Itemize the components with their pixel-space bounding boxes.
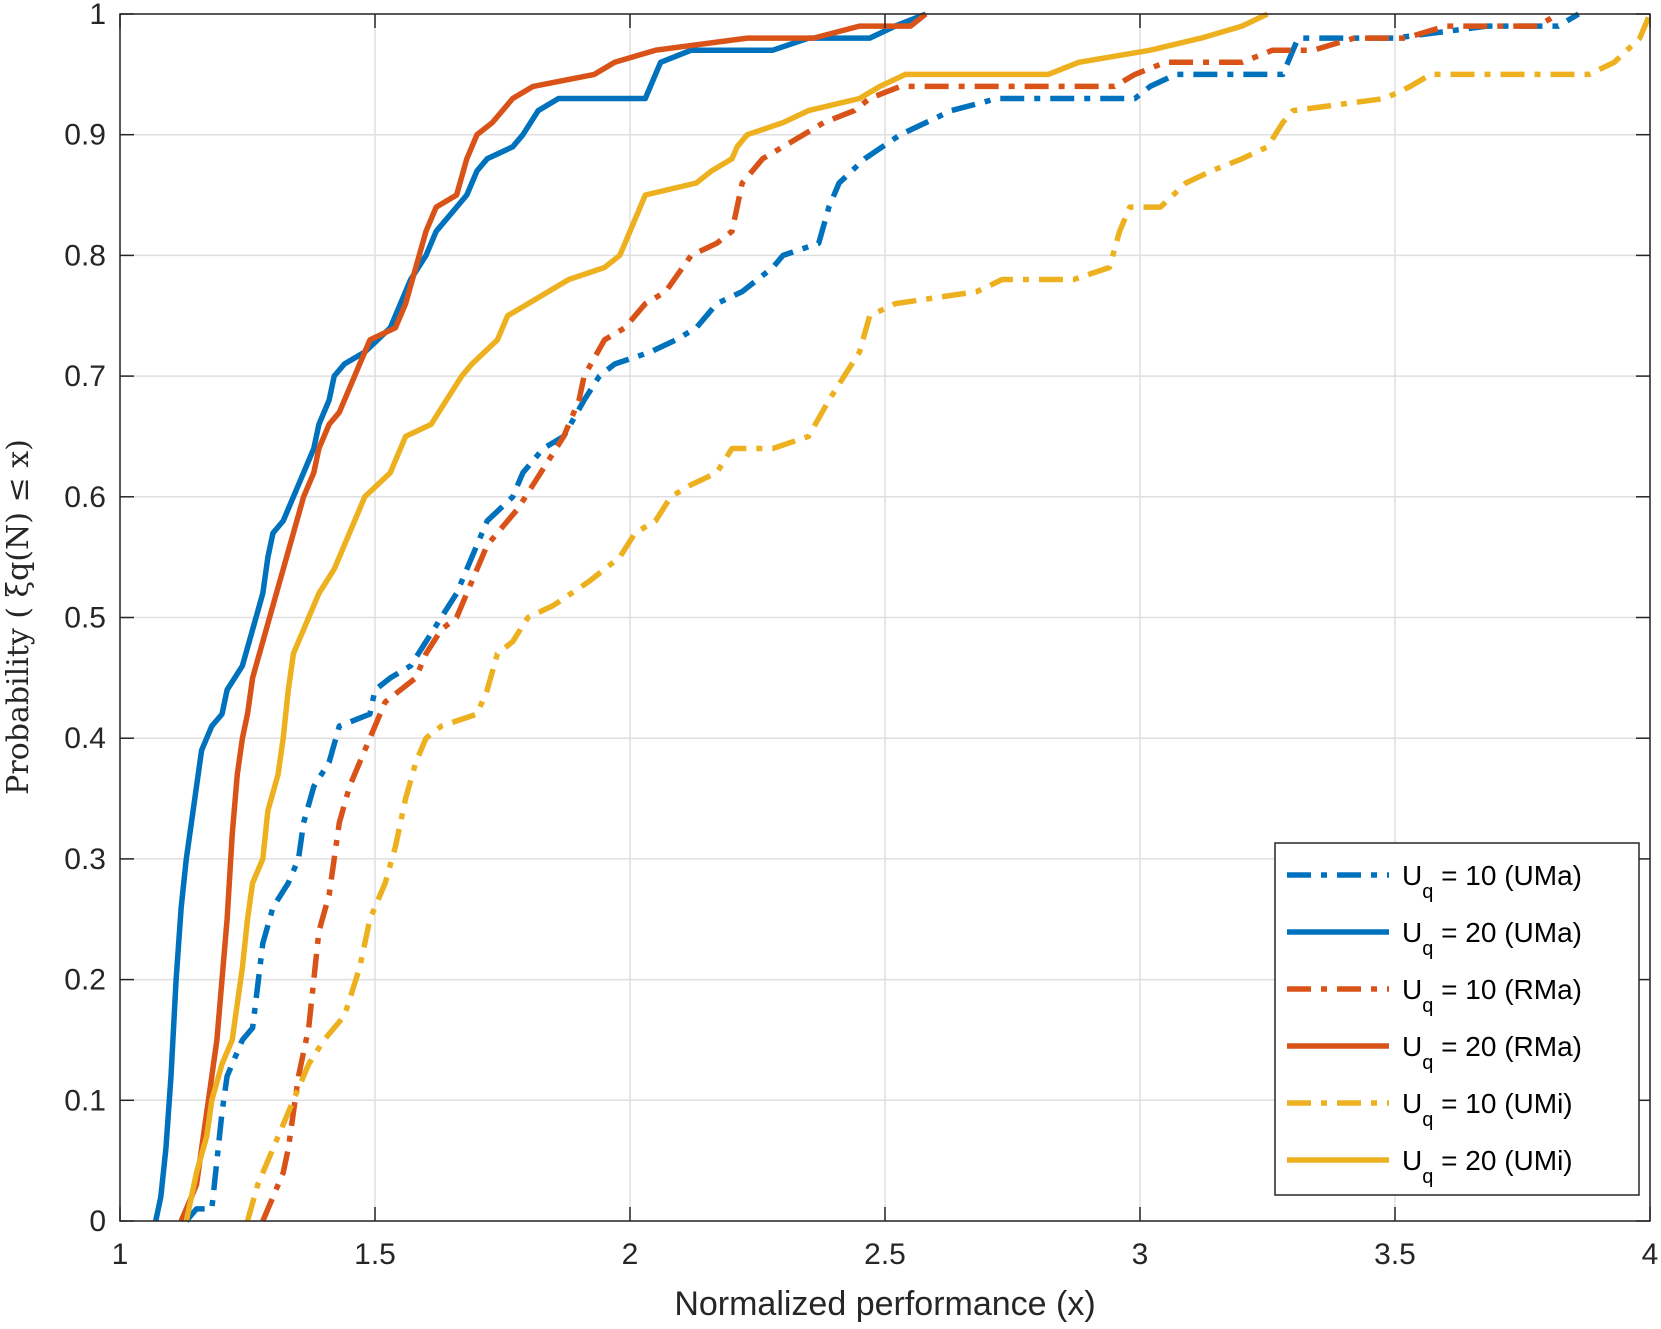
legend-label-sub: q [1422,1052,1433,1074]
legend-label-main: U [1402,1088,1422,1119]
legend-label-sub: q [1422,881,1433,903]
legend-label-main: U [1402,974,1422,1005]
legend-label: Uq = 10 (UMi) [1402,1088,1573,1131]
legend-label-main: U [1402,1145,1422,1176]
x-tick-label: 1.5 [354,1238,396,1271]
legend-label-sub: q [1422,938,1433,960]
legend-label-rest: = 20 (RMa) [1433,1031,1582,1062]
y-tick-label: 0.3 [64,843,106,876]
y-tick-label: 0.6 [64,481,106,514]
y-tick-label: 1 [89,0,106,31]
x-axis-title: Normalized performance (x) [674,1285,1095,1323]
legend-box [1274,842,1640,1196]
y-tick-label: 0 [89,1205,106,1238]
legend-label-sub: q [1422,1109,1433,1131]
x-tick-label: 1 [112,1238,129,1271]
x-tick-label: 2.5 [864,1238,906,1271]
x-tick-label: 4 [1642,1238,1659,1271]
legend-label-main: U [1402,860,1422,891]
series-lines [153,11,1653,1223]
y-tick-label: 0.7 [64,360,106,393]
y-tick-label: 0.4 [64,722,106,755]
y-tick-labels: 0 0.1 0.2 0.3 0.4 0.5 0.6 0.7 0.8 0.9 1 [64,0,106,1238]
legend-label-main: U [1402,1031,1422,1062]
series-line-4 [178,11,928,1223]
legend-label-rest: = 20 (UMi) [1433,1145,1572,1176]
legend-label: Uq = 20 (UMa) [1402,917,1582,960]
legend-label-rest: = 10 (RMa) [1433,974,1582,1005]
x-tick-label: 2 [622,1238,639,1271]
y-tick-label: 0.1 [64,1084,106,1117]
legend-label-sub: q [1422,995,1433,1017]
y-axis-title: Probability ( ξq(N) ≤ x) [1,439,36,795]
y-tick-label: 0.5 [64,602,106,635]
legend-label: Uq = 10 (RMa) [1402,974,1582,1017]
legend-label-rest: = 10 (UMa) [1433,860,1582,891]
x-tick-labels: 1 1.5 2 2.5 3 3.5 4 [112,1238,1659,1271]
y-tick-label: 0.9 [64,119,106,152]
y-tick-label: 0.8 [64,239,106,272]
series-line-2 [153,11,927,1222]
legend-label-rest: = 10 (UMi) [1433,1088,1572,1119]
series-line-6 [183,11,1269,1222]
legend-label: Uq = 20 (RMa) [1402,1031,1582,1074]
x-tick-label: 3.5 [1374,1238,1416,1271]
legend-label: Uq = 20 (UMi) [1402,1145,1573,1188]
legend: Uq = 10 (UMa)Uq = 20 (UMa)Uq = 10 (RMa)U… [1274,842,1640,1196]
legend-label-main: U [1402,917,1422,948]
legend-label-sub: q [1422,1166,1433,1188]
x-tick-label: 3 [1132,1238,1149,1271]
series-line-3 [260,11,1560,1223]
y-tick-label: 0.2 [64,964,106,997]
legend-label: Uq = 10 (UMa) [1402,860,1582,903]
legend-label-rest: = 20 (UMa) [1433,917,1582,948]
